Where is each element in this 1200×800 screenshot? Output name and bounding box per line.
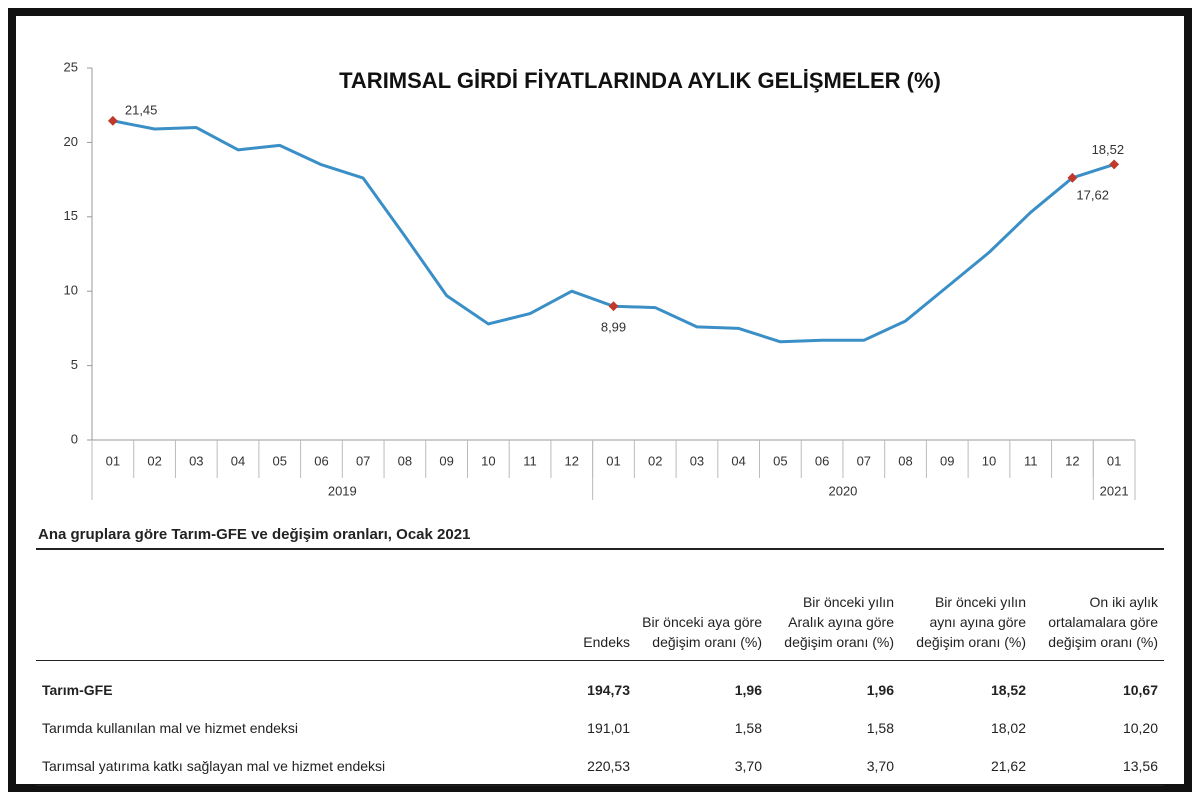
- data-label: 17,62: [1076, 187, 1109, 202]
- x-group-label: 2019: [328, 483, 357, 498]
- header-cell: Bir önceki aya göre değişim oranı (%): [636, 549, 768, 661]
- header-cell: Bir önceki yılın aynı ayına göre değişim…: [900, 549, 1032, 661]
- data-label: 18,52: [1092, 142, 1125, 157]
- chart: TARIMSAL GİRDİ FİYATLARINDA AYLIK GELİŞM…: [64, 59, 1136, 500]
- frame: [8, 8, 1192, 792]
- x-tick-label: 07: [356, 453, 370, 468]
- table-cell: 1,58: [866, 720, 894, 736]
- x-tick-label: 05: [273, 453, 287, 468]
- data-label: 8,99: [601, 320, 626, 335]
- x-tick-label: 11: [1024, 453, 1038, 468]
- x-tick-label: 01: [606, 453, 620, 468]
- y-tick-label: 5: [71, 357, 78, 372]
- table-cell: Tarımsal yatırıma katkı sağlayan mal ve …: [36, 747, 488, 786]
- x-tick-label: 09: [439, 453, 453, 468]
- table-cell: 13,56: [1032, 747, 1164, 786]
- table: Endeks Bir önceki aya göre değişim oranı …: [36, 548, 1164, 786]
- marker: [1067, 172, 1078, 183]
- table-cell: 10,20: [1122, 720, 1158, 736]
- table-cell: 21,62: [900, 747, 1032, 786]
- table-title: Ana gruplara göre Tarım-GFE ve değişim o…: [38, 526, 471, 543]
- table-cell: 1,96: [866, 682, 894, 698]
- table-cell: 191,01: [587, 720, 630, 736]
- x-tick-label: 06: [314, 453, 328, 468]
- header-cell: On iki aylık ortalamalara göre değişim o…: [1032, 549, 1164, 661]
- table-cell: 18,02: [990, 720, 1026, 736]
- table-cell: 1,96: [734, 682, 762, 698]
- x-tick-label: 12: [1065, 453, 1079, 468]
- header-cell: Endeks: [488, 549, 636, 661]
- x-tick-label: 02: [147, 453, 161, 468]
- chart-title: TARIMSAL GİRDİ FİYATLARINDA AYLIK GELİŞM…: [339, 68, 941, 93]
- x-tick-label: 08: [398, 453, 412, 468]
- y-tick-label: 25: [64, 59, 78, 74]
- table-row: Tarımda kullanılan mal ve hizmet endeksi…: [36, 709, 1164, 747]
- y-tick-label: 10: [64, 283, 78, 298]
- x-tick-label: 10: [481, 453, 495, 468]
- table-cell: 10,67: [1122, 682, 1158, 698]
- table-cell: Tarımda kullanılan mal ve hizmet endeksi: [42, 720, 299, 736]
- x-tick-label: 03: [189, 453, 203, 468]
- table-row: Tarımsal yatırıma katkı sağlayan mal ve …: [36, 747, 1164, 786]
- marker: [1109, 159, 1120, 170]
- x-group-label: 2021: [1100, 483, 1129, 498]
- x-tick-label: 04: [731, 453, 745, 468]
- x-tick-label: 06: [815, 453, 829, 468]
- table-cell: 18,52: [990, 682, 1026, 698]
- table-cell: 1,58: [734, 720, 762, 736]
- x-tick-label: 03: [690, 453, 704, 468]
- data-label: 21,45: [125, 102, 158, 117]
- table-cell: 3,70: [768, 747, 900, 786]
- header-row: Endeks Bir önceki aya göre değişim oranı …: [36, 549, 1164, 661]
- y-tick-label: 0: [71, 431, 78, 446]
- x-tick-label: 10: [982, 453, 996, 468]
- x-tick-label: 04: [231, 453, 245, 468]
- x-tick-label: 11: [523, 453, 537, 468]
- header-cell: [36, 549, 488, 661]
- x-group-label: 2020: [828, 483, 857, 498]
- table-cell: 220,53: [488, 747, 636, 786]
- table-cell: 194,73: [587, 682, 630, 698]
- table-cell: 3,70: [636, 747, 768, 786]
- table-cell: Tarım-GFE: [42, 682, 113, 698]
- x-tick-label: 01: [1107, 453, 1121, 468]
- marker: [107, 115, 118, 126]
- x-tick-label: 07: [857, 453, 871, 468]
- x-tick-label: 05: [773, 453, 787, 468]
- y-tick-label: 15: [64, 208, 78, 223]
- table-row: Tarım-GFE 194,73 1,96 1,96 18,52 10,67: [36, 661, 1164, 710]
- x-tick-label: 12: [565, 453, 579, 468]
- x-tick-label: 08: [898, 453, 912, 468]
- x-tick-label: 01: [106, 453, 120, 468]
- y-tick-label: 20: [64, 134, 78, 149]
- x-tick-label: 02: [648, 453, 662, 468]
- header-cell: Bir önceki yılın Aralık ayına göre değiş…: [768, 549, 900, 661]
- marker: [608, 301, 619, 312]
- x-tick-label: 09: [940, 453, 954, 468]
